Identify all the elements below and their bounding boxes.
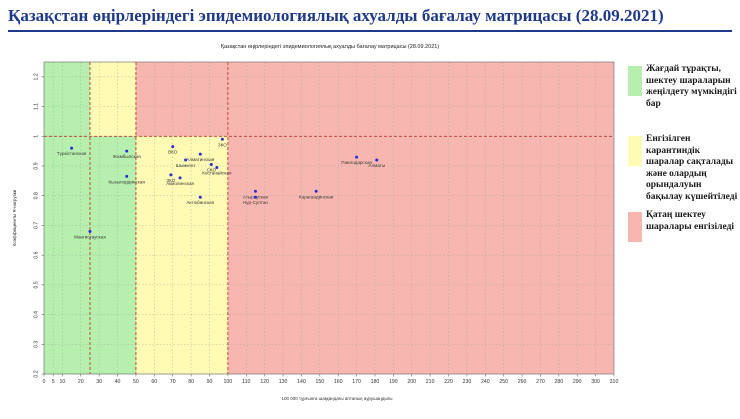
y-tick-label: 0.2 — [33, 370, 39, 377]
data-point — [125, 149, 129, 153]
y-tick-label: 0.9 — [33, 162, 39, 169]
data-point — [220, 137, 224, 141]
data-point — [178, 176, 182, 180]
legend-swatch-red — [628, 212, 642, 242]
y-tick-label: 1.1 — [33, 103, 39, 110]
x-tick-label: 250 — [499, 379, 508, 385]
title-divider — [8, 30, 732, 32]
data-point-label: Костанайская — [202, 169, 232, 175]
data-point-label: ЗКО — [166, 178, 175, 183]
data-point — [209, 163, 213, 167]
x-tick-label: 120 — [260, 379, 269, 385]
zone-red-lower — [227, 136, 614, 374]
y-tick-label: 0.4 — [33, 311, 39, 318]
data-point — [125, 174, 129, 178]
y-tick-label: 0.7 — [33, 222, 39, 229]
legend-swatch-green — [628, 66, 642, 96]
data-point-label: Актюбинская — [186, 200, 214, 205]
y-tick-label: 0.3 — [33, 341, 39, 348]
legend-text-red: Қатаң шектеу шаралары енгізіледі — [646, 210, 735, 232]
x-tick-label: 60 — [151, 379, 157, 385]
y-axis-label: Коэффициенты R-нагрузки — [12, 189, 17, 246]
legend-swatch-yellow — [628, 136, 642, 166]
chart-title: Қазақстан өңірлеріндегі эпидемиологиялық… — [221, 44, 439, 50]
data-point — [215, 165, 219, 169]
x-tick-label: 20 — [78, 379, 84, 385]
data-point — [88, 229, 92, 233]
x-tick-label: 50 — [133, 379, 139, 385]
data-point — [375, 158, 379, 162]
legend-text-green: Жағдай тұрақты, шектеу шараларын жеңілде… — [646, 64, 737, 109]
data-point-label: Алматы — [368, 163, 385, 168]
x-tick-label: 190 — [389, 379, 398, 385]
x-tick-label: 10 — [59, 379, 65, 385]
y-tick-label: 0.8 — [33, 192, 39, 199]
data-point-label: Түркістанская — [57, 151, 87, 156]
x-tick-label: 170 — [352, 379, 361, 385]
x-tick-label: 240 — [481, 379, 490, 385]
y-tick-label: 0.6 — [33, 251, 39, 258]
x-axis-label: 100 000 тұрғынға шаққандағы аптаның ауру… — [282, 396, 393, 401]
page-title: Қазақстан өңірлеріндегі эпидемиологиялық… — [8, 6, 664, 25]
data-point — [70, 146, 74, 150]
data-point-label: Нур-Султан — [243, 200, 268, 205]
data-point — [253, 189, 257, 193]
y-tick-label: 1 — [33, 135, 39, 138]
data-point-label: ЗКО — [218, 142, 227, 147]
data-point-label: ВКО — [168, 150, 178, 155]
data-point — [198, 195, 202, 199]
data-point — [169, 173, 173, 177]
data-point — [171, 145, 175, 149]
x-tick-label: 40 — [115, 379, 121, 385]
x-tick-label: 200 — [407, 379, 416, 385]
data-point-label: Мангистауская — [74, 234, 106, 239]
x-tick-label: 80 — [188, 379, 194, 385]
x-tick-label: 130 — [279, 379, 288, 385]
y-tick-label: 0.5 — [33, 281, 39, 288]
data-point-label: Жамбылская — [113, 154, 142, 159]
x-tick-label: 5 — [52, 379, 55, 385]
legend-text-yellow: Енгізілген карантиндік шаралар сақталады… — [646, 134, 738, 202]
x-tick-label: 0 — [43, 379, 46, 385]
x-tick-label: 290 — [573, 379, 582, 385]
x-tick-label: 160 — [334, 379, 343, 385]
data-point-label: Шымкент — [176, 163, 197, 168]
zone-red — [135, 62, 614, 137]
x-tick-label: 230 — [463, 379, 472, 385]
x-tick-label: 110 — [242, 379, 250, 385]
x-tick-label: 70 — [170, 379, 176, 385]
x-tick-label: 140 — [297, 379, 306, 385]
data-point — [184, 158, 188, 162]
data-point — [314, 189, 318, 193]
x-tick-label: 260 — [518, 379, 527, 385]
x-tick-label: 30 — [96, 379, 102, 385]
data-point-label: СКО — [207, 168, 217, 173]
data-point-label: Кызылординская — [109, 179, 146, 184]
x-tick-label: 180 — [371, 379, 380, 385]
x-tick-label: 150 — [315, 379, 324, 385]
data-point — [355, 155, 359, 159]
data-point-label: Павлодарская — [341, 160, 372, 165]
data-point — [198, 152, 202, 156]
x-tick-label: 280 — [555, 379, 564, 385]
zone-yellow-upper — [89, 62, 136, 137]
x-tick-label: 100 — [224, 379, 233, 385]
x-tick-label: 220 — [444, 379, 453, 385]
data-point-label: Алматинская — [186, 157, 215, 162]
data-point-label: Карагандинская — [299, 194, 334, 199]
y-tick-label: 1.2 — [33, 73, 39, 80]
x-tick-label: 210 — [426, 379, 435, 385]
x-tick-label: 270 — [536, 379, 545, 385]
data-point — [253, 195, 257, 199]
x-tick-label: 310 — [610, 379, 619, 385]
epidemic-matrix-chart: Қазақстан өңірлеріндегі эпидемиологиялық… — [12, 44, 619, 401]
data-point-label: Акмолинская — [166, 181, 194, 186]
x-tick-label: 90 — [207, 379, 213, 385]
plot-frame — [43, 61, 615, 375]
x-tick-label: 300 — [591, 379, 600, 385]
